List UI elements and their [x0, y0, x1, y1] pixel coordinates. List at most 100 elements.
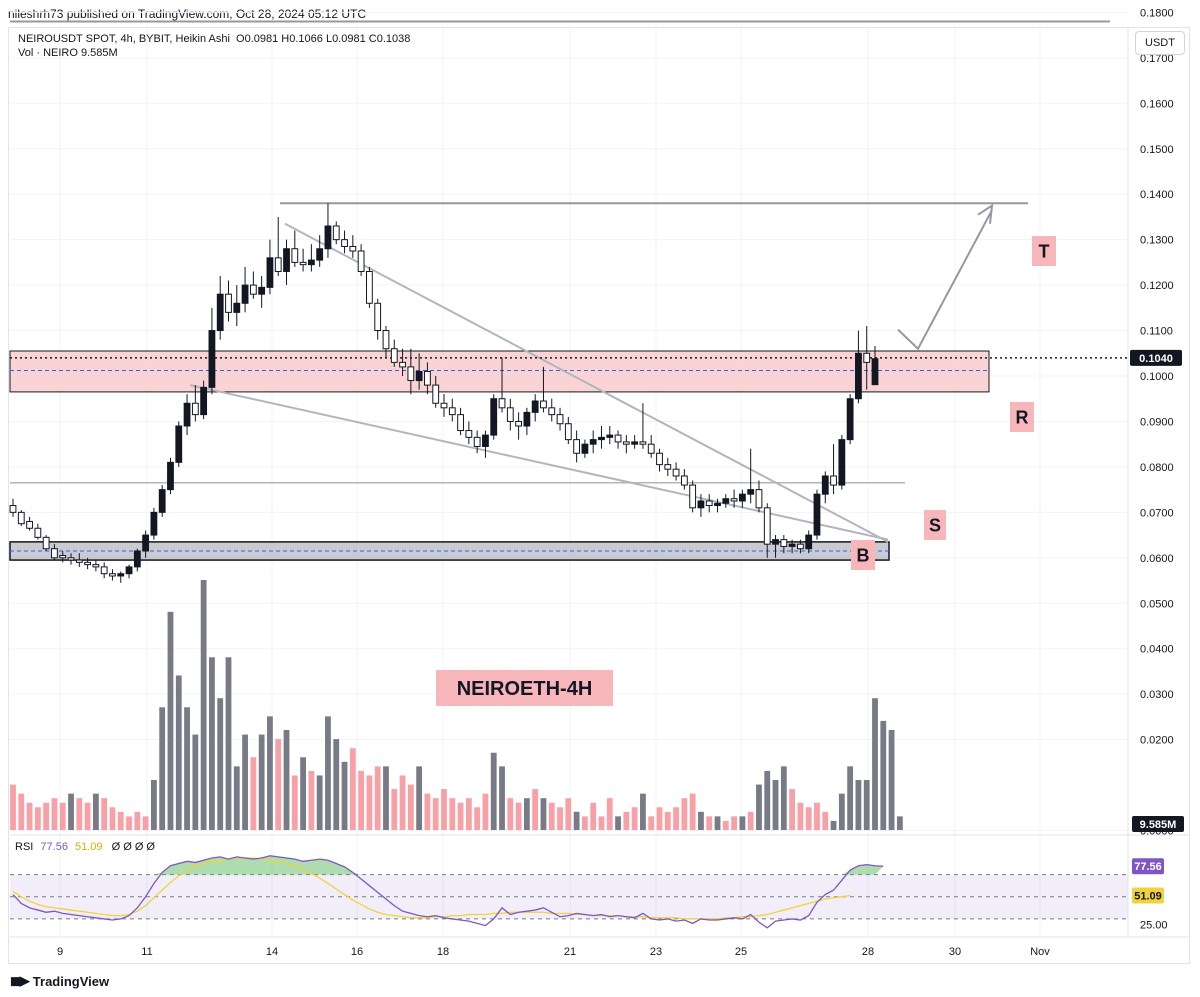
volume-bar: [275, 739, 282, 830]
volume-bar: [698, 811, 704, 830]
rsi-pane: [10, 834, 1190, 929]
volume-bar: [92, 793, 99, 830]
volume-bar: [399, 775, 406, 830]
price-tick-label: 0.0400: [1140, 644, 1174, 656]
candle-body: [473, 436, 481, 447]
candle-body: [573, 439, 581, 454]
volume-bar: [76, 798, 83, 830]
candle-body: [482, 434, 489, 447]
candle-body: [772, 539, 779, 545]
candle-body: [233, 302, 241, 313]
candle-body: [291, 248, 299, 263]
ohlc-values: O0.0981 H0.1066 L0.0981 C0.1038: [236, 33, 411, 45]
volume-bar: [706, 816, 713, 830]
candle-body: [631, 441, 639, 445]
resistance-label: R: [1016, 407, 1029, 427]
volume-bar: [59, 802, 66, 830]
candle-body: [448, 407, 456, 416]
candle-body: [705, 500, 713, 507]
x-tick-label: 18: [437, 946, 449, 958]
candle-body: [307, 259, 315, 266]
candle-body: [349, 245, 357, 252]
candle-body: [490, 398, 498, 436]
candle-body: [274, 257, 282, 272]
candle-body: [457, 414, 464, 432]
rsi-ma-badge: [1132, 887, 1164, 904]
volume-bar: [250, 757, 257, 830]
candle-body: [780, 539, 788, 547]
price-tick-label: 0.1500: [1140, 144, 1174, 156]
candle-body: [167, 461, 174, 491]
volume-bar: [747, 811, 754, 830]
candle-body: [540, 400, 547, 409]
volume-bar: [739, 816, 746, 830]
candle-body: [117, 573, 125, 577]
volume-bar: [383, 766, 389, 830]
rsi-value: 77.56: [40, 841, 68, 853]
price-tick-label: 0.1400: [1140, 189, 1174, 201]
price-tick-label: 0.1000: [1140, 371, 1174, 383]
candle-body: [415, 370, 423, 382]
candle-body: [258, 286, 266, 295]
tradingview-wordmark: TradingView: [32, 973, 110, 989]
volume-bar: [341, 761, 348, 830]
candle-body: [225, 293, 232, 313]
candle-body: [589, 439, 597, 445]
volume-bar: [689, 793, 696, 830]
target-label: T: [1039, 241, 1050, 261]
candle-body: [183, 402, 191, 427]
candle-body: [515, 420, 522, 427]
volume-bar: [772, 780, 779, 830]
currency-button[interactable]: USDT: [1135, 31, 1185, 55]
volume-bar: [407, 784, 414, 830]
candle-body: [855, 352, 862, 400]
rsi-params: Ø Ø Ø Ø: [111, 841, 155, 853]
volume-bar: [151, 780, 157, 830]
candle-body: [647, 443, 655, 454]
volume-bar: [582, 816, 588, 830]
volume-bar: [26, 802, 33, 830]
volume-bar: [598, 816, 605, 830]
candle-body: [738, 493, 746, 502]
rsi-legend: RSI 77.56 51.09 Ø Ø Ø Ø: [15, 841, 155, 853]
candle-body: [498, 398, 506, 409]
volume-bar: [159, 707, 166, 830]
volume-bar: [449, 798, 456, 830]
volume-bar: [101, 798, 108, 830]
volume-badge: [1132, 816, 1184, 832]
candle-body: [763, 507, 771, 545]
volume-bar: [847, 766, 854, 830]
last-price-label: 0.1040: [1139, 353, 1173, 365]
base-label-box: [851, 540, 875, 570]
candle-body: [465, 430, 473, 438]
x-tick-label: 28: [862, 946, 874, 958]
price-tick-label: 0.0600: [1140, 553, 1174, 565]
volume-bar: [374, 766, 381, 830]
candle-body: [357, 250, 365, 272]
candle-body: [299, 261, 307, 266]
last-price-badge: [1130, 349, 1182, 366]
price-tick-label: 0.1300: [1140, 235, 1174, 247]
volume-bar: [217, 698, 224, 830]
volume-bar: [822, 811, 829, 830]
candle-body: [208, 330, 216, 388]
candle-body: [125, 566, 133, 575]
candle-body: [249, 284, 257, 295]
rsi-ma-line: [12, 857, 851, 920]
candle-body: [788, 543, 796, 547]
candle-body: [266, 257, 274, 288]
candle-body: [374, 302, 382, 332]
tradingview-logo[interactable]: ◼▶ TradingView: [10, 973, 109, 989]
candle-body: [341, 239, 348, 247]
candle-body: [59, 555, 67, 559]
candle-body: [821, 475, 829, 495]
price-tick-label: 0.0300: [1140, 689, 1174, 701]
rsi-line: [12, 855, 884, 929]
candle-body: [680, 475, 688, 486]
volume-bar: [325, 716, 331, 830]
tradingview-logo-icon: ◼▶: [10, 973, 30, 988]
candle-body: [316, 248, 324, 261]
volume-bar: [872, 698, 878, 830]
volume-bar: [308, 770, 315, 830]
